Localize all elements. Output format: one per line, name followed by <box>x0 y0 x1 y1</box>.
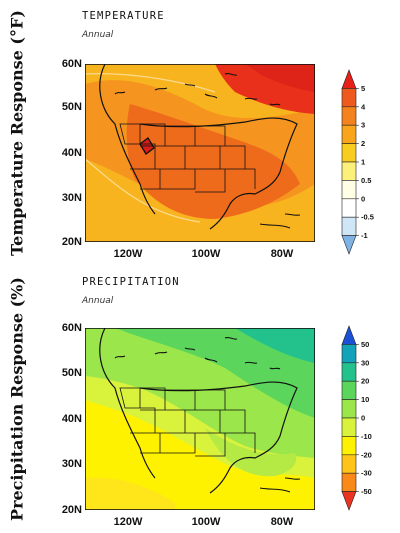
temperature-title: TEMPERATURE <box>82 10 165 22</box>
temperature-colorbar-label: 2 <box>361 139 365 148</box>
precipitation-map <box>85 328 315 510</box>
precipitation-lat-label: 50N <box>61 367 82 379</box>
temperature-colorbar-swatch <box>341 69 357 89</box>
temperature-lon-label: 80W <box>270 248 294 260</box>
temperature-panel: TEMPERATURE Annual Temperature Response … <box>0 0 400 266</box>
precipitation-colorbar-label: 10 <box>361 395 369 404</box>
precipitation-lat-label: 30N <box>61 458 82 470</box>
temperature-lat-label: 30N <box>61 192 82 204</box>
temperature-map <box>85 64 315 242</box>
temperature-colorbar-swatch <box>341 161 357 181</box>
precipitation-colorbar-label: -50 <box>361 487 372 496</box>
precipitation-colorbar-swatch <box>341 436 357 456</box>
temperature-colorbar-label: 0 <box>361 194 365 203</box>
temperature-lat-label: 40N <box>61 147 82 159</box>
precipitation-colorbar-label: -10 <box>361 432 372 441</box>
temperature-colorbar-label: 4 <box>361 102 366 111</box>
temperature-ylabel: Temperature Response (°F) <box>7 10 27 256</box>
precipitation-colorbar-swatch <box>341 472 357 492</box>
precipitation-colorbar-label: 0 <box>361 414 365 423</box>
precipitation-colorbar: 50 30 20 10 0 -10 -20 -30 -50 <box>341 325 372 511</box>
temperature-lon-label: 120W <box>113 248 143 260</box>
precipitation-lon-label: 80W <box>270 516 294 528</box>
precipitation-colorbar-swatch <box>341 344 357 364</box>
temperature-colorbar-swatch <box>341 106 357 126</box>
precipitation-colorbar-swatch <box>341 491 357 511</box>
precipitation-colorbar-label: 20 <box>361 377 369 386</box>
precipitation-colorbar-swatch <box>341 380 357 400</box>
temperature-lon-label: 100W <box>191 248 221 260</box>
precipitation-colorbar-label: 50 <box>361 340 369 349</box>
precipitation-colorbar-swatch <box>341 362 357 382</box>
precipitation-lon-label: 100W <box>191 516 221 528</box>
precipitation-title: PRECIPITATION <box>82 276 180 288</box>
temperature-colorbar-label: 5 <box>361 84 365 93</box>
precipitation-panel: PRECIPITATION Annual Precipitation Respo… <box>0 266 400 532</box>
precipitation-lat-label: 20N <box>61 504 82 516</box>
temperature-colorbar-swatch <box>341 88 357 108</box>
temperature-colorbar-swatch <box>341 180 357 200</box>
precipitation-colorbar-swatch <box>341 399 357 419</box>
precipitation-lat-label: 40N <box>61 413 82 425</box>
temperature-lat-label: 20N <box>61 236 82 248</box>
temperature-colorbar-label: -1 <box>361 231 368 240</box>
temperature-colorbar-label: 1 <box>361 158 365 167</box>
temperature-colorbar-swatch <box>341 198 357 218</box>
temperature-colorbar-label: 3 <box>361 121 365 130</box>
temperature-colorbar-swatch <box>341 235 357 255</box>
temperature-colorbar-swatch <box>341 124 357 144</box>
temperature-colorbar-swatch <box>341 216 357 236</box>
temperature-colorbar: 5 4 3 2 1 0.5 0 -0.5 -1 <box>341 69 374 255</box>
precipitation-ylabel: Precipitation Response (%) <box>7 277 27 521</box>
precipitation-colorbar-label: -30 <box>361 469 372 478</box>
temperature-lat-label: 50N <box>61 101 82 113</box>
precipitation-lon-label: 120W <box>113 516 143 528</box>
precipitation-colorbar-label: 30 <box>361 358 369 367</box>
temperature-colorbar-label: 0.5 <box>361 176 371 185</box>
precipitation-colorbar-swatch <box>341 454 357 474</box>
temperature-colorbar-label: -0.5 <box>361 213 374 222</box>
precipitation-subtitle: Annual <box>82 296 114 306</box>
temperature-subtitle: Annual <box>82 30 114 40</box>
precipitation-colorbar-label: -20 <box>361 450 372 459</box>
precipitation-lat-label: 60N <box>61 322 82 334</box>
temperature-colorbar-swatch <box>341 143 357 163</box>
precipitation-colorbar-swatch <box>341 417 357 437</box>
precipitation-colorbar-swatch <box>341 325 357 345</box>
temperature-lat-label: 60N <box>61 58 82 70</box>
